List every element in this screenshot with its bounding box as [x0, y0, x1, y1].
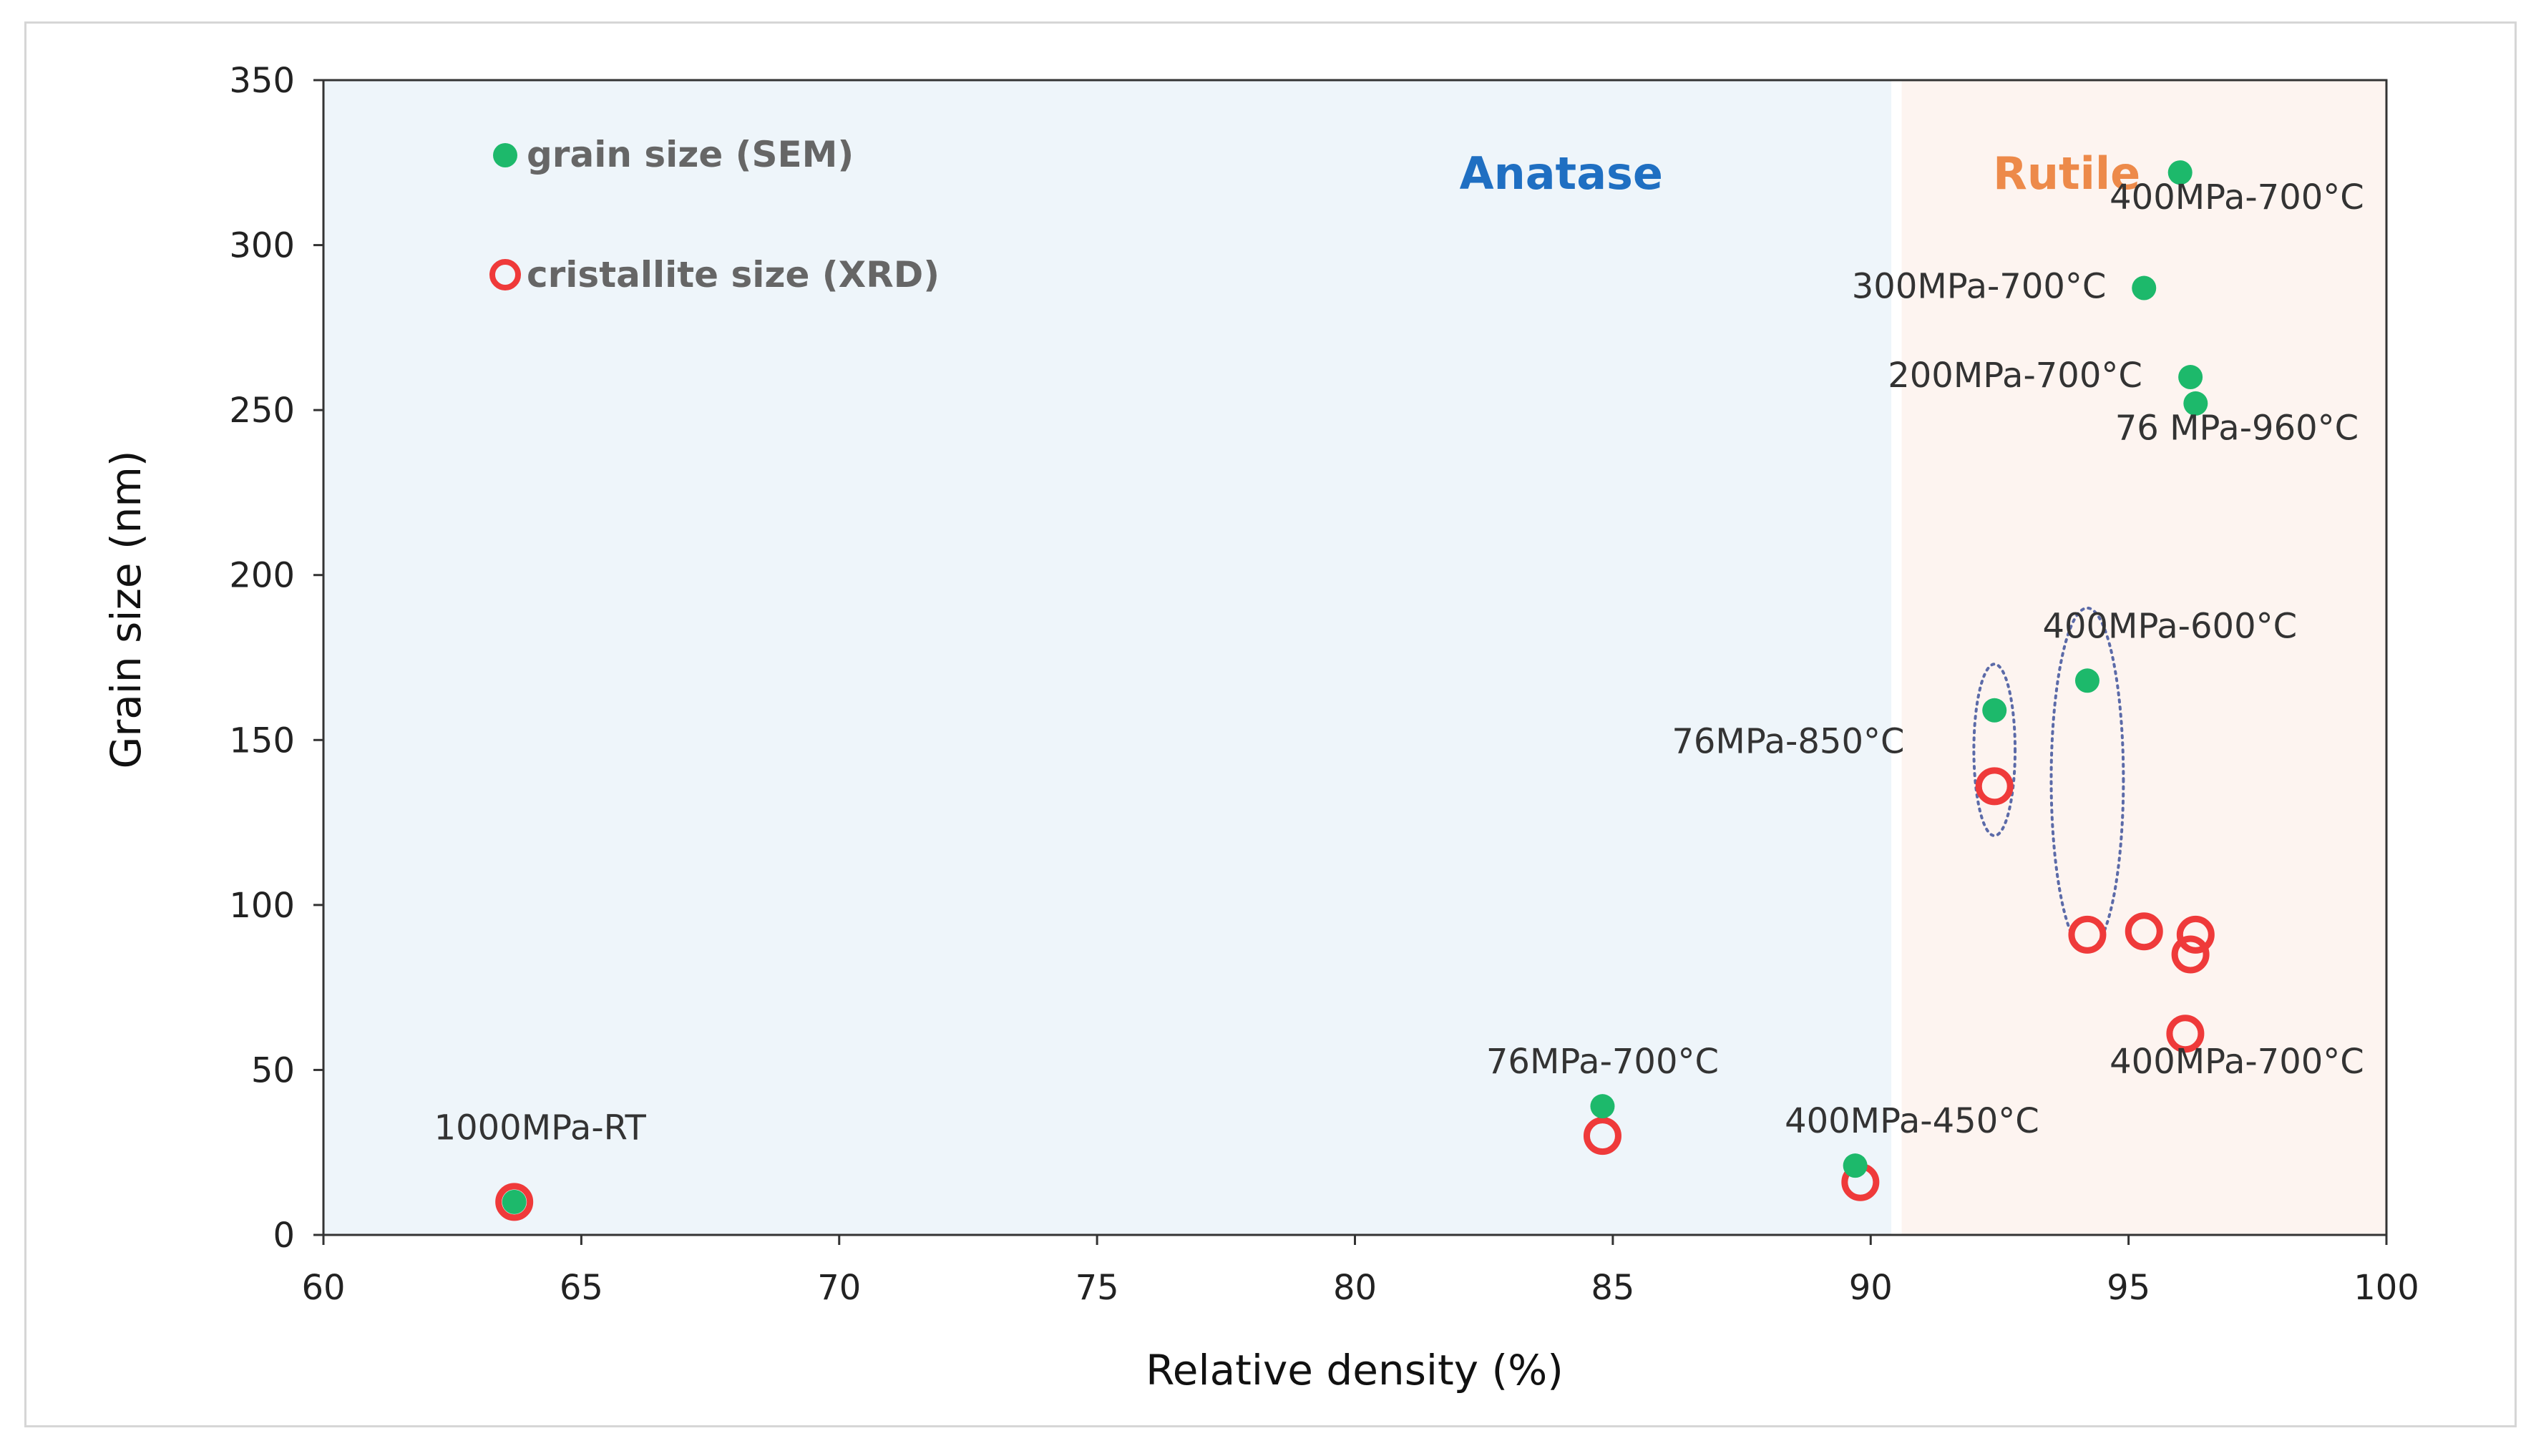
group-ellipse: [1972, 663, 2017, 838]
region-rutile: [1901, 80, 2386, 1235]
x-tick-label: 80: [1333, 1268, 1377, 1308]
x-tick-label: 75: [1076, 1268, 1119, 1308]
point-label: 300MPa-700°C: [1852, 266, 2107, 306]
sem-point: [2178, 365, 2203, 390]
x-tick-label: 95: [2107, 1268, 2150, 1308]
legend-xrd-label: cristallite size (XRD): [527, 254, 940, 295]
y-tick-label: 350: [229, 61, 295, 101]
sem-point: [2132, 275, 2157, 301]
xrd-point: [2171, 935, 2210, 974]
region-label-rutile: Rutile: [1993, 147, 2140, 200]
x-axis-label: Relative density (%): [1146, 1346, 1564, 1394]
sem-point: [1982, 698, 2007, 723]
point-label: 200MPa-700°C: [1888, 356, 2142, 396]
sem-point: [502, 1189, 527, 1214]
y-tick-label: 250: [229, 391, 295, 431]
point-label: 400MPa-700°C: [2110, 1042, 2364, 1082]
region-anatase: [323, 80, 1892, 1235]
sem-point: [1843, 1153, 1868, 1178]
xrd-point: [2166, 1015, 2205, 1053]
x-tick-label: 90: [1849, 1268, 1893, 1308]
point-label: 76MPa-850°C: [1672, 722, 1904, 762]
point-label: 400MPa-450°C: [1785, 1101, 2039, 1141]
xrd-point: [2125, 912, 2163, 951]
region-label-anatase: Anatase: [1460, 147, 1663, 200]
x-tick-label: 70: [817, 1268, 861, 1308]
y-tick-label: 100: [229, 886, 295, 926]
y-tick-label: 150: [229, 720, 295, 761]
xrd-point: [2176, 915, 2215, 954]
y-axis-label: Grain size (nm): [102, 450, 150, 768]
legend-xrd-marker: [489, 259, 521, 290]
legend-sem-label: grain size (SEM): [527, 134, 854, 175]
x-tick-label: 65: [560, 1268, 603, 1308]
point-label: 76 MPa-960°C: [2115, 409, 2359, 449]
point-label: 76MPa-700°C: [1486, 1042, 1719, 1082]
xrd-point: [1583, 1117, 1621, 1155]
sem-point: [2167, 160, 2193, 185]
y-tick-label: 0: [273, 1216, 295, 1256]
x-tick-label: 60: [301, 1268, 345, 1308]
sem-point: [2183, 391, 2208, 416]
y-tick-label: 50: [251, 1050, 295, 1090]
y-tick-label: 300: [229, 226, 295, 266]
point-label: 400MPa-700°C: [2110, 177, 2364, 218]
xrd-point: [2068, 915, 2107, 954]
y-tick-label: 200: [229, 556, 295, 596]
xrd-point: [1975, 767, 2014, 806]
xrd-point: [495, 1183, 534, 1221]
x-tick-label: 100: [2354, 1268, 2419, 1308]
sem-point: [2074, 668, 2099, 693]
point-label: 400MPa-600°C: [2042, 606, 2297, 646]
legend-sem-marker: [493, 143, 517, 167]
x-tick-label: 85: [1591, 1268, 1634, 1308]
point-label: 1000MPa-RT: [434, 1108, 647, 1148]
sem-point: [1590, 1094, 1615, 1119]
